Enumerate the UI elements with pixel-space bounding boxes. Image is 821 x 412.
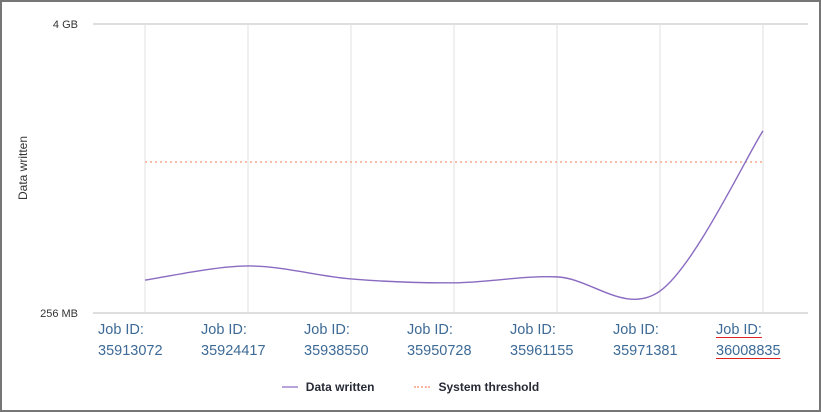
legend-label: Data written bbox=[305, 380, 375, 394]
x-label-job[interactable]: Job ID: 35971381 bbox=[613, 322, 678, 359]
chart-legend: Data written System threshold bbox=[0, 380, 821, 394]
legend-item-data-written[interactable]: Data written bbox=[281, 380, 375, 394]
x-label-job[interactable]: Job ID: 35950728 bbox=[407, 322, 472, 359]
y-axis-label: Data written bbox=[16, 136, 30, 200]
x-label-job[interactable]: Job ID: 36008835 bbox=[716, 322, 781, 359]
x-label-job[interactable]: Job ID: 35961155 bbox=[510, 322, 574, 359]
dotted-line-swatch-icon bbox=[414, 386, 431, 388]
y-tick-bottom: 256 MB bbox=[40, 308, 78, 320]
solid-line-swatch-icon bbox=[281, 386, 298, 388]
x-label-job[interactable]: Job ID: 35913072 bbox=[98, 322, 163, 359]
vertical-gridlines bbox=[144, 24, 764, 313]
data-written-line[interactable] bbox=[144, 130, 764, 300]
legend-label: System threshold bbox=[438, 380, 540, 394]
x-label-job[interactable]: Job ID: 35924417 bbox=[201, 322, 266, 359]
legend-item-system-threshold[interactable]: System threshold bbox=[414, 380, 539, 394]
x-label-job[interactable]: Job ID: 35938550 bbox=[304, 322, 369, 359]
y-tick-top: 4 GB bbox=[53, 19, 78, 31]
